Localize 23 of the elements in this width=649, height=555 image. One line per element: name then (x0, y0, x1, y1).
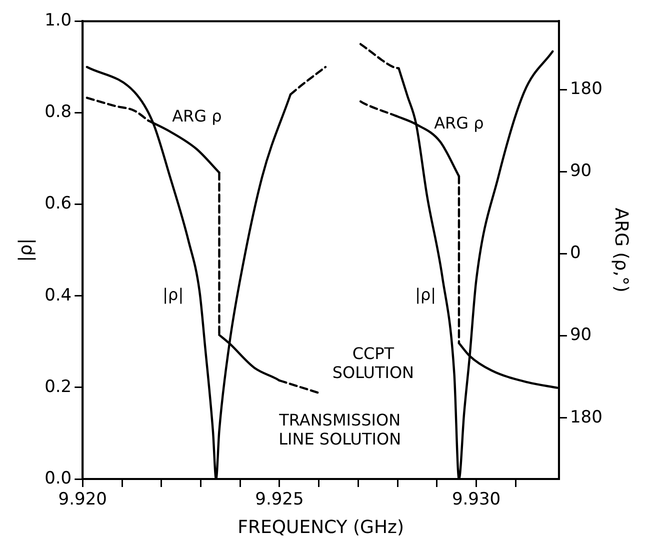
x-axis-title: FREQUENCY (GHz) (238, 516, 404, 538)
annotation: ARG ρ (434, 113, 484, 132)
y2-axis-title: ARG (ρ,°) (610, 208, 632, 292)
x-tick-label: 9.930 (452, 490, 501, 510)
annotation: CCPT SOLUTION (332, 344, 414, 382)
annotation: |ρ| (162, 285, 184, 304)
y2-tick-label: 180 (570, 407, 602, 428)
annotation: ARG ρ (172, 106, 222, 126)
y-tick-label: 0.4 (44, 285, 72, 306)
y-tick-label: 1.0 (44, 10, 72, 31)
y2-tick-label: 0 (570, 243, 581, 264)
x-tick-label: 9.920 (58, 490, 107, 510)
y-tick-label: 0.6 (44, 194, 72, 214)
y-tick-label: 0.0 (44, 468, 72, 488)
y2-tick-label: 180 (570, 79, 602, 100)
y-tick-label: 0.2 (44, 376, 72, 397)
annotation: TRANSMISSION LINE SOLUTION (278, 410, 402, 449)
x-tick-label: 9.925 (255, 490, 304, 510)
annotation: |ρ| (415, 285, 436, 304)
y-tick-label: 0.8 (44, 102, 72, 122)
y2-tick-label: 90 (570, 161, 592, 182)
y-axis-title: |ρ| (15, 238, 36, 262)
y2-tick-label: 90 (570, 325, 592, 346)
